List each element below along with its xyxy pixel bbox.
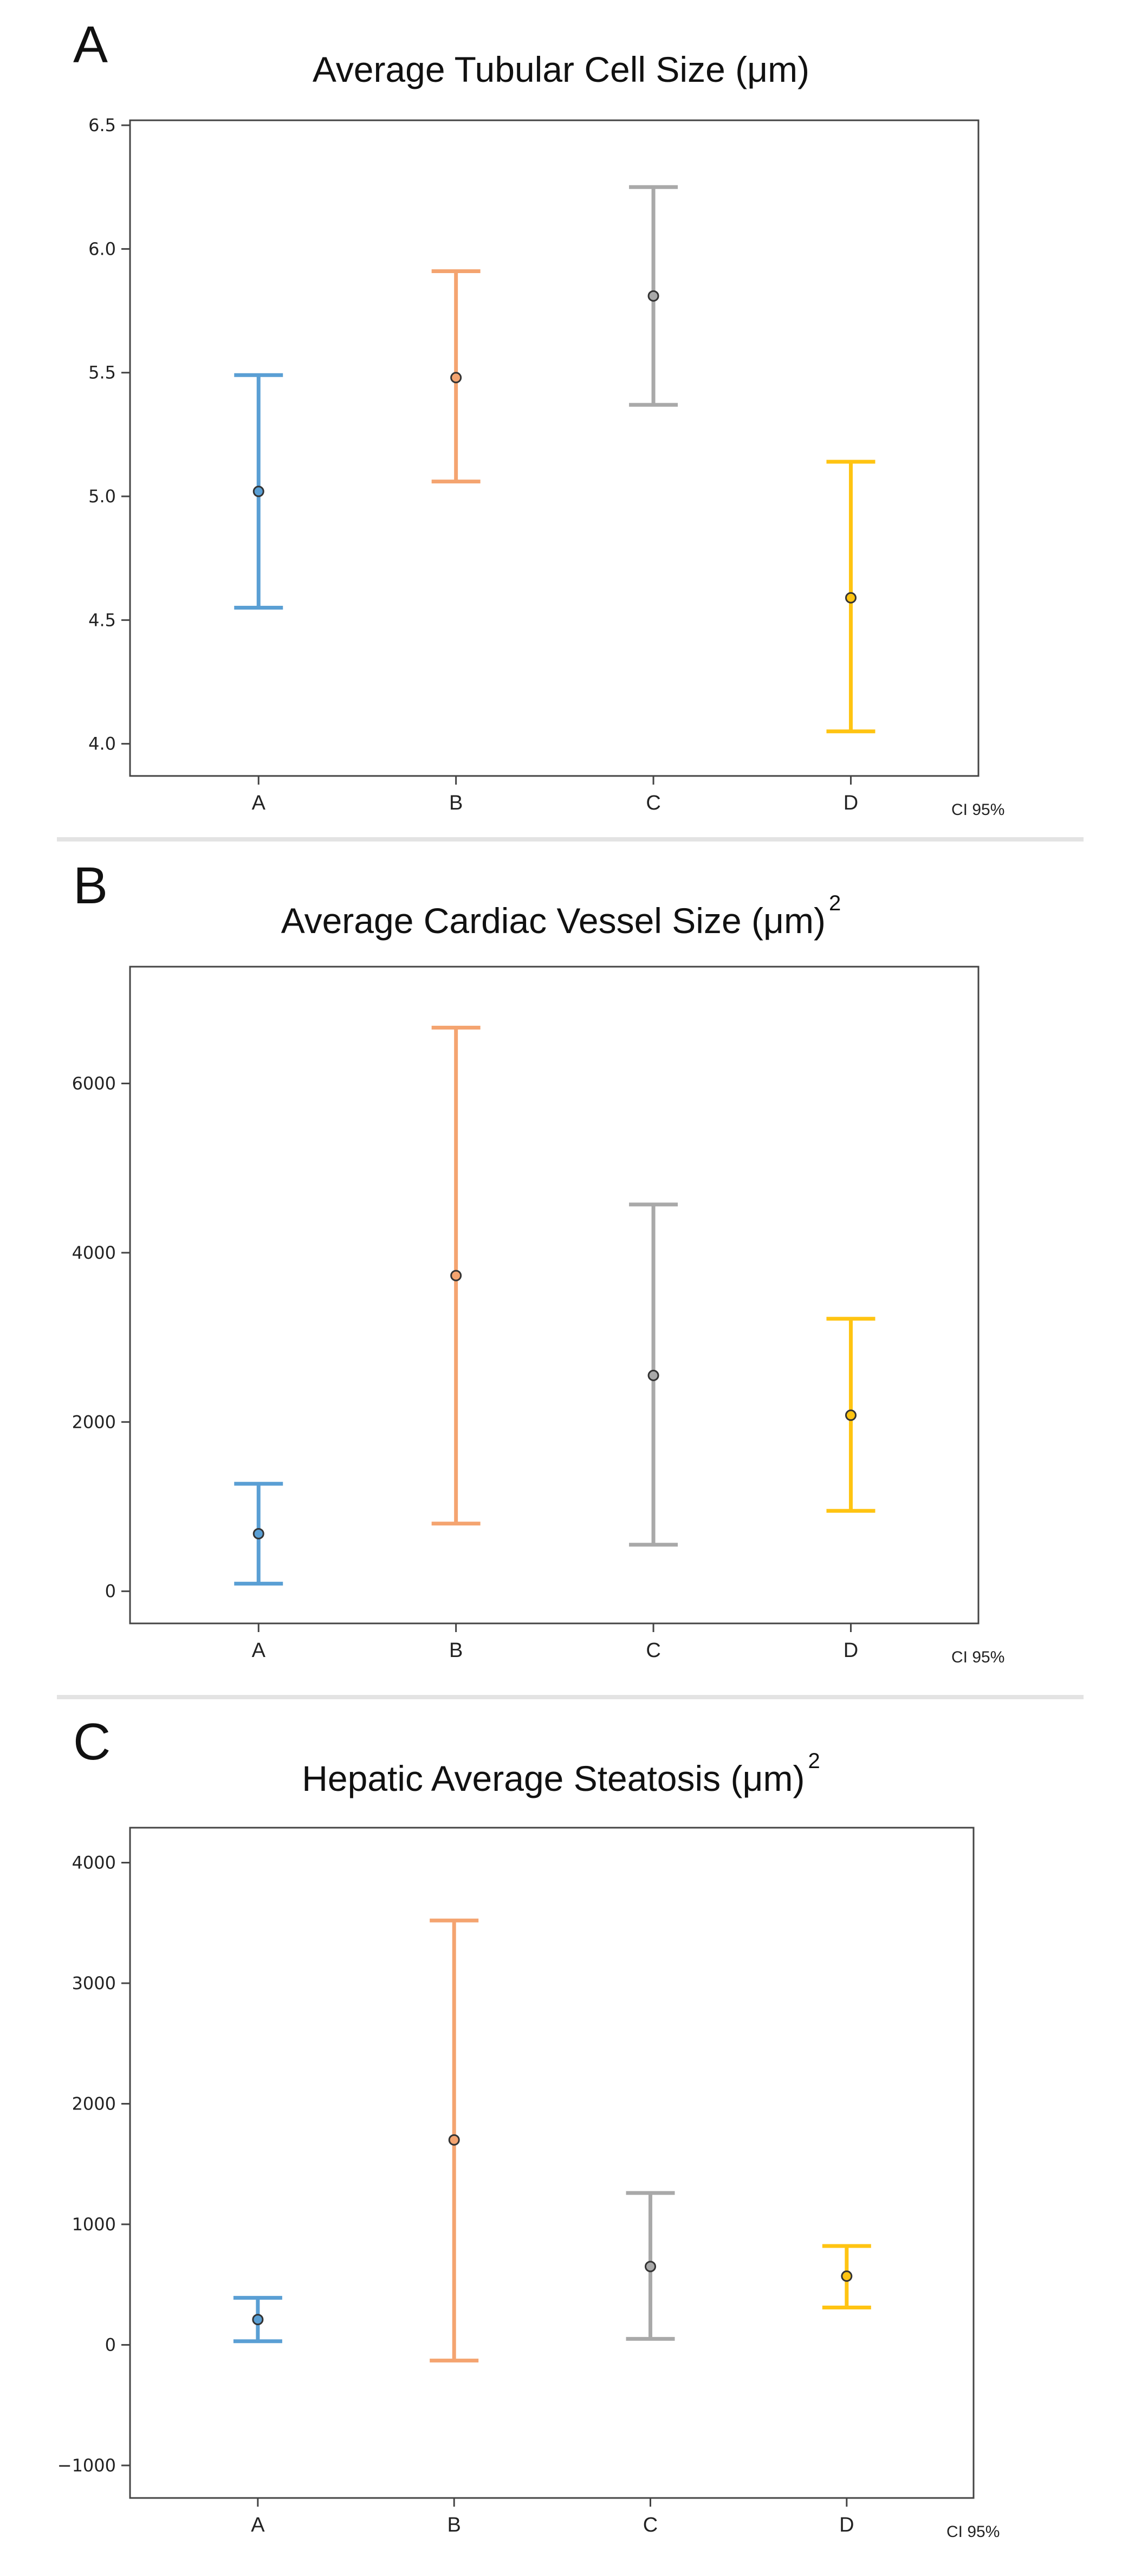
plot-frame <box>129 119 980 777</box>
panel-title: Average Cardiac Vessel Size (μm) 2 <box>0 891 1122 941</box>
panel-letter: C <box>73 1713 111 1771</box>
y-tick-label: −1000 <box>57 2455 116 2476</box>
y-tick-label: 3000 <box>72 1973 116 1994</box>
mean-point-c <box>647 1369 659 1381</box>
panel-letter: B <box>73 857 108 915</box>
title-superscript: 2 <box>828 891 841 915</box>
x-tick-label: B <box>447 2514 461 2536</box>
mean-point-b <box>448 2134 460 2146</box>
y-tick-label: 4.0 <box>88 734 116 754</box>
mean-point-d <box>845 592 857 604</box>
chart-b: 0 2000 4000 6000 A B C D CI 95% <box>72 966 1004 1666</box>
y-tick-label: 6.0 <box>88 238 116 259</box>
x-tick-label: C <box>646 792 660 814</box>
x-tick-label: D <box>844 792 858 814</box>
y-tick-label: 4000 <box>72 1853 116 1873</box>
panel-letter: A <box>73 16 108 74</box>
mean-point-d <box>845 1409 857 1421</box>
y-tick-label: 0 <box>105 2334 116 2355</box>
y-tick-label: 2000 <box>72 1412 116 1432</box>
x-tick-label: B <box>449 1639 463 1662</box>
y-tick-label: 0 <box>105 1581 116 1602</box>
panel-title-text: Hepatic Average Steatosis (μm) <box>302 1758 805 1798</box>
chart-a: 4.0 4.5 5.0 5.5 6.0 6.5 A B C D CI 95% <box>88 115 1004 819</box>
mean-point-c <box>645 2261 657 2273</box>
ci-annotation: CI 95% <box>951 1648 1004 1666</box>
mean-point-c <box>647 290 659 302</box>
y-tick-label: 1000 <box>72 2214 116 2235</box>
y-tick-label: 4000 <box>72 1242 116 1263</box>
y-tick-label: 6.5 <box>88 115 116 135</box>
x-tick-label: A <box>251 2514 265 2536</box>
mean-point-b <box>450 1270 462 1281</box>
panel-a: A Average Tubular Cell Size (μm) 4.0 4.5 5… <box>0 0 1122 834</box>
x-tick-label: B <box>449 792 463 814</box>
panel-b: B Average Cardiac Vessel Size (μm) 2 0 200… <box>0 845 1122 1691</box>
panel-title-text: Average Cardiac Vessel Size (μm) <box>281 901 826 941</box>
chart-c: −1000 0 1000 2000 3000 4000 A B C D CI 95% <box>57 1827 1000 2541</box>
separator <box>57 837 1084 842</box>
y-tick-label: 5.5 <box>88 363 116 383</box>
panel-c: C Hepatic Average Steatosis (μm) 2 −1000 0… <box>0 1701 1122 2576</box>
mean-point-b <box>450 372 462 384</box>
panel-title: Average Tubular Cell Size (μm) <box>0 49 1122 90</box>
mean-point-a <box>252 1528 264 1539</box>
panel-title-text: Average Tubular Cell Size (μm) <box>312 49 810 89</box>
mean-point-a <box>252 2314 264 2326</box>
x-tick-label: D <box>844 1639 858 1662</box>
x-tick-label: A <box>252 1639 266 1662</box>
x-tick-label: A <box>252 792 266 814</box>
y-tick-label: 2000 <box>72 2093 116 2114</box>
mean-point-d <box>841 2270 853 2282</box>
x-tick-label: C <box>646 1639 660 1662</box>
y-tick-label: 4.5 <box>88 610 116 630</box>
title-superscript: 2 <box>808 1749 820 1773</box>
plot-frame <box>129 1827 975 2499</box>
separator <box>57 1695 1084 1699</box>
y-tick-label: 5.0 <box>88 486 116 507</box>
plot-frame <box>129 966 980 1624</box>
x-tick-label: D <box>839 2514 854 2536</box>
panel-title: Hepatic Average Steatosis (μm) 2 <box>0 1749 1122 1799</box>
ci-annotation: CI 95% <box>946 2523 1000 2541</box>
y-tick-label: 6000 <box>72 1073 116 1094</box>
ci-annotation: CI 95% <box>951 801 1004 819</box>
x-tick-label: C <box>643 2514 658 2536</box>
mean-point-a <box>252 486 264 497</box>
